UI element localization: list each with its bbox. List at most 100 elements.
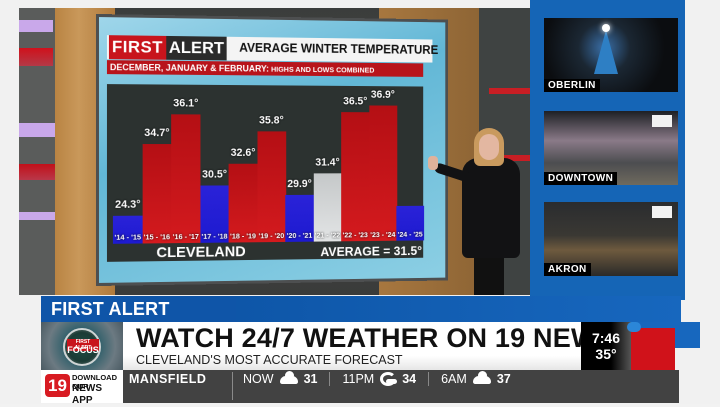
forecast-time: NOW <box>243 372 274 386</box>
news-app-promo: 19 DOWNLOAD OUR NEWS APP <box>41 370 123 406</box>
chart-bar: 24.3° '14 - '15 <box>112 199 143 244</box>
camera-oberlin: OBERLIN <box>544 18 678 92</box>
chart-bar: 32.6° '18 - '19 <box>228 147 258 243</box>
camera-sponsor-logo <box>652 115 672 127</box>
bar-value-label: 29.9° <box>287 178 312 191</box>
wall-red-stripe <box>19 164 55 180</box>
bar-season-label: '15 - '16 <box>143 232 171 242</box>
ticker-divider <box>232 372 233 400</box>
headline: WATCH 24/7 WEATHER ON 19 NEWS+ <box>136 323 631 353</box>
forecast-time: 6AM <box>441 372 467 386</box>
average-label: AVERAGE = 31.5° <box>320 243 422 260</box>
ticker-separator <box>329 372 331 386</box>
bar-value-label: 36.9° <box>370 89 395 101</box>
chart-bar: 36.1° '16 - '17 <box>171 97 201 244</box>
bar-chart: CLEVELAND AVERAGE = 31.5° 24.3° '14 - '15… <box>106 84 425 262</box>
badge-first: FIRST <box>108 35 166 60</box>
right-margin <box>685 0 720 300</box>
focus-logo-top: FIRST ALERT <box>67 339 99 351</box>
bar-season-label: '22 - '23 <box>342 230 368 240</box>
presenter-hand <box>428 156 438 170</box>
christmas-tree <box>594 30 618 74</box>
forecast-temp: 31 <box>303 372 318 386</box>
chart-bar: 30.5° '17 - '18 <box>199 169 230 243</box>
presenter-face <box>479 134 499 160</box>
city-label: CLEVELAND <box>156 243 246 262</box>
channel-19-logo-icon: 19 <box>45 374 70 397</box>
current-time: 7:46 <box>591 330 621 346</box>
station-logo-accent <box>627 322 641 332</box>
bar-season-label: '16 - '17 <box>172 232 199 242</box>
badge-alert: ALERT <box>165 35 227 61</box>
live-camera-panel: OBERLIN DOWNTOWN AKRON <box>530 0 685 300</box>
segment-tab: FIRST ALERT FOCUS <box>41 296 236 345</box>
subtitle-small: HIGHS AND LOWS COMBINED <box>269 64 375 75</box>
chart-bar: 29.9° '20 - '21 <box>285 178 314 242</box>
focus-logo-icon: FIRST ALERT FOCUS <box>63 328 101 366</box>
camera-downtown: DOWNTOWN <box>544 111 678 185</box>
bar-value-label: 35.8° <box>259 114 284 127</box>
camera-akron: AKRON <box>544 202 678 276</box>
camera-label: AKRON <box>544 263 591 276</box>
bar-season-label: '24 - '25 <box>397 229 423 239</box>
chart-bar: 34.7° '15 - '16 <box>142 127 172 244</box>
bar-season-label: '21 - '22 <box>314 230 341 240</box>
meteorologist <box>428 128 530 295</box>
studio-left-wall <box>19 8 57 295</box>
wall-red-stripe <box>489 88 530 94</box>
bar-value-label: 30.5° <box>202 168 228 181</box>
forecast-temp: 34 <box>402 372 417 386</box>
studio-video: FIRST ALERT AVERAGE WINTER TEMPERATURE D… <box>19 8 530 295</box>
bar-value-label: 34.7° <box>144 127 170 140</box>
bar-season-label: '14 - '15 <box>114 232 142 242</box>
wall-light-stripe <box>19 123 55 137</box>
camera-sponsor-logo <box>652 206 672 218</box>
chart-bar: 31.4° '21 - '22 <box>313 157 342 242</box>
weather-ticker <box>41 370 679 403</box>
time-temp-box: 7:46 35° <box>581 322 631 370</box>
wall-light-stripe <box>19 20 53 32</box>
cloudy-icon <box>472 371 491 384</box>
wall-light-stripe <box>19 212 57 220</box>
partly-cloudy-night-icon <box>380 372 398 386</box>
lower-third-bar <box>236 296 681 322</box>
chart-bar: 36.9° '23 - '24 <box>368 89 397 242</box>
focus-logo-main: FOCUS <box>67 345 99 355</box>
bar-season-label: '20 - '21 <box>286 230 313 240</box>
forecast-now: NOW 31 11PM 34 6AM 37 <box>243 371 511 386</box>
bar-value-label: 36.5° <box>343 95 368 108</box>
bar-value-label: 32.6° <box>230 147 256 159</box>
subheadline: CLEVELAND'S MOST ACCURATE FORECAST <box>136 353 403 367</box>
chart-bar: 35.8° '19 - '20 <box>257 115 286 243</box>
current-temp: 35° <box>595 346 617 362</box>
ticker-separator <box>428 372 430 386</box>
camera-label: DOWNTOWN <box>544 172 618 185</box>
bar-value-label: 36.1° <box>173 97 199 110</box>
ticker-city: MANSFIELD <box>129 372 207 386</box>
first-alert-badge: FIRST ALERT <box>108 34 227 61</box>
chart-title: AVERAGE WINTER TEMPERATURE <box>239 40 439 57</box>
bar-season-label: '18 - '19 <box>230 231 257 241</box>
app-promo-line1: DOWNLOAD OUR <box>72 373 117 391</box>
bar-value-label: 24.3° <box>115 198 141 211</box>
station-red-block <box>631 328 675 370</box>
bar-season-label: '19 - '20 <box>258 231 285 241</box>
forecast-temp: 37 <box>496 372 511 386</box>
app-promo-line2: NEWS APP <box>72 383 102 406</box>
forecast-time: 11PM <box>342 372 375 386</box>
bar-value-label: 31.4° <box>315 156 340 169</box>
subtitle-main: DECEMBER, JANUARY & FEBRUARY: <box>109 62 270 74</box>
bar-season-label: '23 - '24 <box>370 230 396 240</box>
chart-bar: '24 - '25 <box>396 205 425 241</box>
bar-season-label: '17 - '18 <box>201 231 228 241</box>
tree-star <box>602 24 610 32</box>
headline-box: WATCH 24/7 WEATHER ON 19 NEWS+ CLEVELAND… <box>123 322 631 370</box>
camera-label: OBERLIN <box>544 79 600 92</box>
chart-bar: 36.5° '22 - '23 <box>341 96 370 242</box>
wall-red-stripe <box>19 48 53 66</box>
chart-subtitle: DECEMBER, JANUARY & FEBRUARY: HIGHS AND … <box>106 60 424 77</box>
cloudy-icon <box>279 371 298 384</box>
first-alert-focus-thumbnail: FIRST ALERT FOCUS <box>41 322 123 370</box>
presenter-legs <box>474 256 504 295</box>
